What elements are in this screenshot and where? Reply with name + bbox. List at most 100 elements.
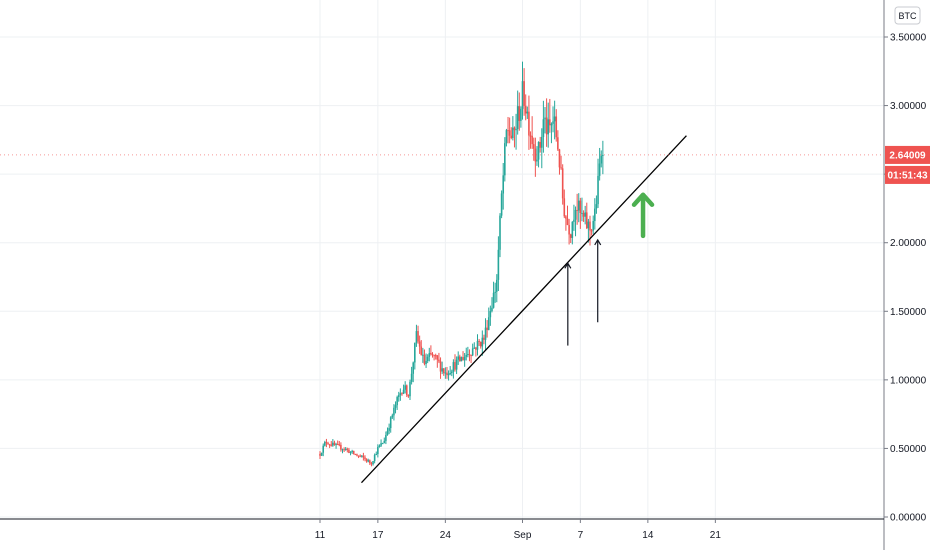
candle-body <box>516 106 519 130</box>
candle-body <box>348 449 350 453</box>
candle-body <box>343 449 345 451</box>
candle-body <box>320 452 323 456</box>
candle-body <box>536 159 538 162</box>
candle-body <box>414 342 416 363</box>
candle-body <box>404 385 406 390</box>
candle-body <box>487 317 490 330</box>
candle-body <box>524 105 527 114</box>
candle-body <box>397 395 400 398</box>
time-tick-label: Sep <box>514 530 532 541</box>
candle-body <box>521 81 524 109</box>
candle-body <box>566 218 569 226</box>
candle-body <box>512 127 514 139</box>
candle-body <box>389 417 392 429</box>
candle-body <box>462 357 464 361</box>
candle-body <box>598 163 601 176</box>
candle-body <box>418 341 421 347</box>
candle-body <box>470 354 472 356</box>
candle-body <box>422 354 424 356</box>
candle-body <box>500 193 503 216</box>
candle-body <box>489 311 492 318</box>
candle-body <box>518 106 521 121</box>
candle-body <box>497 249 500 280</box>
candle-body <box>426 356 429 361</box>
candle-body <box>492 292 495 308</box>
price-tick-label: 0.50000 <box>890 444 927 455</box>
candle-body <box>568 225 570 235</box>
candle-body <box>441 368 443 372</box>
candle-body <box>324 442 326 446</box>
candle-body <box>439 361 442 372</box>
annotation-up-arrow[interactable] <box>594 238 602 323</box>
candle-body <box>558 149 561 168</box>
candle-body <box>344 448 347 450</box>
candle-body <box>335 444 337 446</box>
candle-body <box>479 341 482 347</box>
candle-body <box>569 234 572 238</box>
candle-body <box>552 121 554 124</box>
countdown-background <box>885 165 930 184</box>
candle-body <box>431 353 434 356</box>
currency-badge[interactable] <box>894 6 921 25</box>
bullish-arrow-icon[interactable] <box>631 192 655 239</box>
price-tick-label: 3.50000 <box>890 33 927 44</box>
countdown-label: 01:51:43 <box>887 170 927 181</box>
candle-body <box>484 327 487 340</box>
candle-body <box>446 372 448 376</box>
candle-body <box>579 200 582 213</box>
candle-body <box>539 141 541 148</box>
candle-body <box>573 219 575 222</box>
candle-body <box>526 111 529 114</box>
candle-body <box>495 279 498 292</box>
candle-body <box>365 459 368 462</box>
candle-body <box>354 454 357 456</box>
last-price-label: 2.64009 <box>889 150 926 161</box>
candle-body <box>336 444 339 446</box>
candle-body <box>581 212 583 214</box>
candle-body <box>602 154 604 156</box>
candle-body <box>425 360 427 365</box>
candle-body <box>577 200 580 211</box>
candle-body <box>360 455 363 457</box>
candle-body <box>388 428 390 431</box>
candle-body <box>471 348 474 356</box>
trendline[interactable] <box>360 135 687 484</box>
candle-body <box>600 155 603 164</box>
candle-body <box>585 212 588 229</box>
candle-body <box>444 372 447 374</box>
candle-body <box>410 373 413 382</box>
candle-body <box>399 393 402 396</box>
candle-body <box>473 347 476 349</box>
candle-body <box>369 460 371 464</box>
last-price-badge: 2.64009 01:51:43 <box>885 145 930 184</box>
candle-body <box>356 454 358 456</box>
candle-body <box>467 354 469 356</box>
candle-body <box>486 327 488 330</box>
candle-body <box>542 119 545 137</box>
annotation-up-arrow[interactable] <box>564 262 572 346</box>
candle-body <box>576 209 578 211</box>
candle-body <box>544 117 546 120</box>
candle-body <box>468 354 471 356</box>
candle-body <box>434 355 437 357</box>
candle-body <box>457 356 460 360</box>
candle-body <box>592 221 595 231</box>
candle-body <box>373 455 376 462</box>
time-axis-labels: 11 17 24 Sep 7 14 21 <box>315 519 721 541</box>
candle-body <box>328 444 331 446</box>
candle-body <box>454 362 456 370</box>
candle-body <box>415 331 418 343</box>
candle-body <box>455 359 458 370</box>
candle-body <box>540 136 543 148</box>
candle-body <box>571 221 574 238</box>
candle-body <box>545 117 548 135</box>
candle-body <box>491 307 493 312</box>
candle-body <box>510 135 513 139</box>
candle-body <box>499 215 501 250</box>
price-tick-label: 3.00000 <box>890 101 927 112</box>
candle-body <box>367 460 370 462</box>
candle-body <box>597 175 599 205</box>
